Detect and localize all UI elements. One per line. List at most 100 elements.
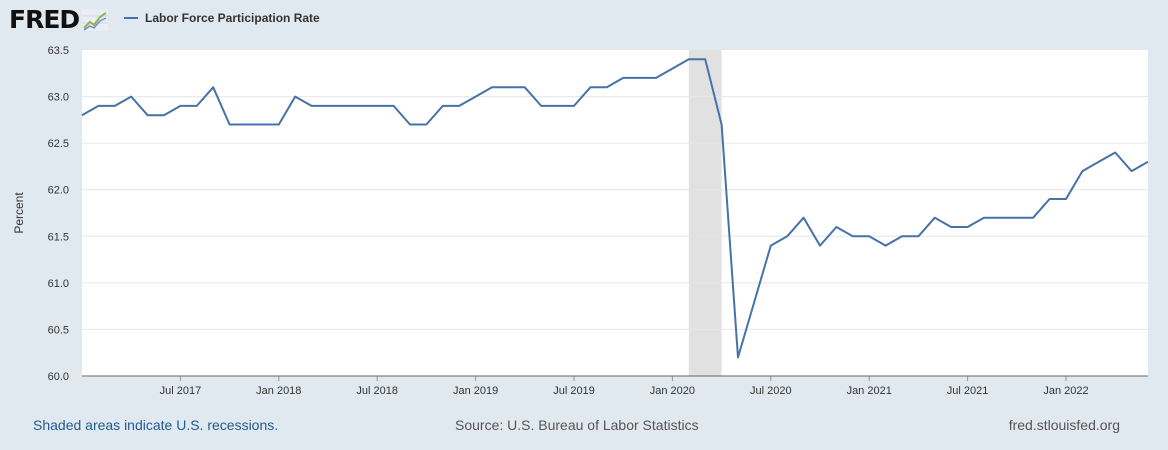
x-tick-label: Jan 2020 xyxy=(650,385,695,397)
data-point[interactable] xyxy=(490,85,495,90)
data-point[interactable] xyxy=(834,224,839,229)
data-point[interactable] xyxy=(801,215,806,220)
data-point[interactable] xyxy=(637,75,642,80)
data-point[interactable] xyxy=(260,122,265,127)
data-point[interactable] xyxy=(1129,169,1134,174)
data-point[interactable] xyxy=(604,85,609,90)
data-point[interactable] xyxy=(1113,150,1118,155)
data-point[interactable] xyxy=(1080,169,1085,174)
data-point[interactable] xyxy=(621,75,626,80)
data-point[interactable] xyxy=(867,234,872,239)
data-point[interactable] xyxy=(736,355,741,360)
data-point[interactable] xyxy=(342,103,347,108)
source-note: Source: U.S. Bureau of Labor Statistics xyxy=(455,417,699,433)
data-point[interactable] xyxy=(719,122,724,127)
data-point[interactable] xyxy=(965,224,970,229)
data-point[interactable] xyxy=(424,122,429,127)
data-point[interactable] xyxy=(1096,159,1101,164)
fred-logo-text: FRED xyxy=(9,5,80,34)
chart-footer: Shaded areas indicate U.S. recessions. S… xyxy=(0,412,1168,442)
data-point[interactable] xyxy=(916,234,921,239)
data-point[interactable] xyxy=(752,299,757,304)
legend-label: Labor Force Participation Rate xyxy=(145,11,320,25)
site-link[interactable]: fred.stlouisfed.org xyxy=(1008,417,1120,433)
fred-trend-line-icon xyxy=(82,9,109,31)
data-point[interactable] xyxy=(572,103,577,108)
data-point[interactable] xyxy=(326,103,331,108)
data-point[interactable] xyxy=(309,103,314,108)
recession-shading xyxy=(688,50,722,376)
data-point[interactable] xyxy=(457,103,462,108)
data-point[interactable] xyxy=(998,215,1003,220)
data-point[interactable] xyxy=(129,94,134,99)
x-tick-label: Jan 2019 xyxy=(453,385,498,397)
legend-line-swatch xyxy=(124,17,138,19)
data-point[interactable] xyxy=(293,94,298,99)
x-tick-label: Jan 2021 xyxy=(847,385,892,397)
y-axis-label: Percent xyxy=(12,192,26,234)
data-point[interactable] xyxy=(408,122,413,127)
data-point[interactable] xyxy=(1047,197,1052,202)
data-point[interactable] xyxy=(211,85,216,90)
series-line-labor-force-participation-rate[interactable] xyxy=(81,58,1149,359)
x-tick-label: Jul 2019 xyxy=(553,385,595,397)
data-point[interactable] xyxy=(194,103,199,108)
data-point[interactable] xyxy=(703,57,708,62)
fred-logo[interactable]: FRED xyxy=(9,5,109,34)
data-point[interactable] xyxy=(162,113,167,118)
data-point[interactable] xyxy=(932,215,937,220)
y-tick-label: 62.0 xyxy=(48,185,69,197)
data-point[interactable] xyxy=(588,85,593,90)
data-point[interactable] xyxy=(227,122,232,127)
x-tick-label: Jul 2018 xyxy=(356,385,398,397)
data-point[interactable] xyxy=(244,122,249,127)
y-tick-label: 60.0 xyxy=(48,371,69,383)
line-chart: 60.0 60.5 61.0 61.5 62.0 62.5 63.0 63.5 Jul 201… xyxy=(12,45,1151,397)
data-point[interactable] xyxy=(80,113,85,118)
data-point[interactable] xyxy=(391,103,396,108)
data-point[interactable] xyxy=(1064,197,1069,202)
data-point[interactable] xyxy=(1146,159,1151,164)
data-point[interactable] xyxy=(473,94,478,99)
x-tick-label: Jan 2018 xyxy=(256,385,301,397)
data-point[interactable] xyxy=(178,103,183,108)
data-point[interactable] xyxy=(785,234,790,239)
data-point[interactable] xyxy=(1031,215,1036,220)
data-point[interactable] xyxy=(850,234,855,239)
grid-lines xyxy=(82,96,1148,330)
x-axis-ticks: Jul 2017 Jan 2018 Jul 2018 Jan 2019 Jul 2019… xyxy=(160,376,1089,397)
data-point[interactable] xyxy=(539,103,544,108)
data-point[interactable] xyxy=(883,243,888,248)
data-point[interactable] xyxy=(949,224,954,229)
data-point[interactable] xyxy=(506,85,511,90)
data-point[interactable] xyxy=(686,57,691,62)
data-point[interactable] xyxy=(1014,215,1019,220)
data-point[interactable] xyxy=(654,75,659,80)
y-axis-ticks: 60.0 60.5 61.0 61.5 62.0 62.5 63.0 63.5 xyxy=(48,45,69,383)
y-tick-label: 63.5 xyxy=(48,45,69,57)
data-point[interactable] xyxy=(900,234,905,239)
data-point[interactable] xyxy=(818,243,823,248)
data-point[interactable] xyxy=(358,103,363,108)
data-point[interactable] xyxy=(555,103,560,108)
recession-note: Shaded areas indicate U.S. recessions. xyxy=(33,417,279,433)
data-point[interactable] xyxy=(276,122,281,127)
y-tick-label: 61.5 xyxy=(48,231,69,243)
x-tick-label: Jul 2020 xyxy=(750,385,792,397)
data-point[interactable] xyxy=(145,113,150,118)
chart-header: FRED Labor Force Participation Rate xyxy=(0,0,1168,42)
data-point[interactable] xyxy=(96,103,101,108)
data-point[interactable] xyxy=(982,215,987,220)
data-point[interactable] xyxy=(768,243,773,248)
data-point[interactable] xyxy=(670,66,675,71)
data-point[interactable] xyxy=(522,85,527,90)
y-tick-label: 62.5 xyxy=(48,138,69,150)
data-point[interactable] xyxy=(440,103,445,108)
recession-band-0 xyxy=(688,50,722,376)
y-tick-label: 60.5 xyxy=(48,324,69,336)
plot-background xyxy=(82,50,1148,376)
y-tick-label: 61.0 xyxy=(48,278,69,290)
data-point[interactable] xyxy=(112,103,117,108)
data-point[interactable] xyxy=(375,103,380,108)
chart-legend[interactable]: Labor Force Participation Rate xyxy=(124,11,320,25)
